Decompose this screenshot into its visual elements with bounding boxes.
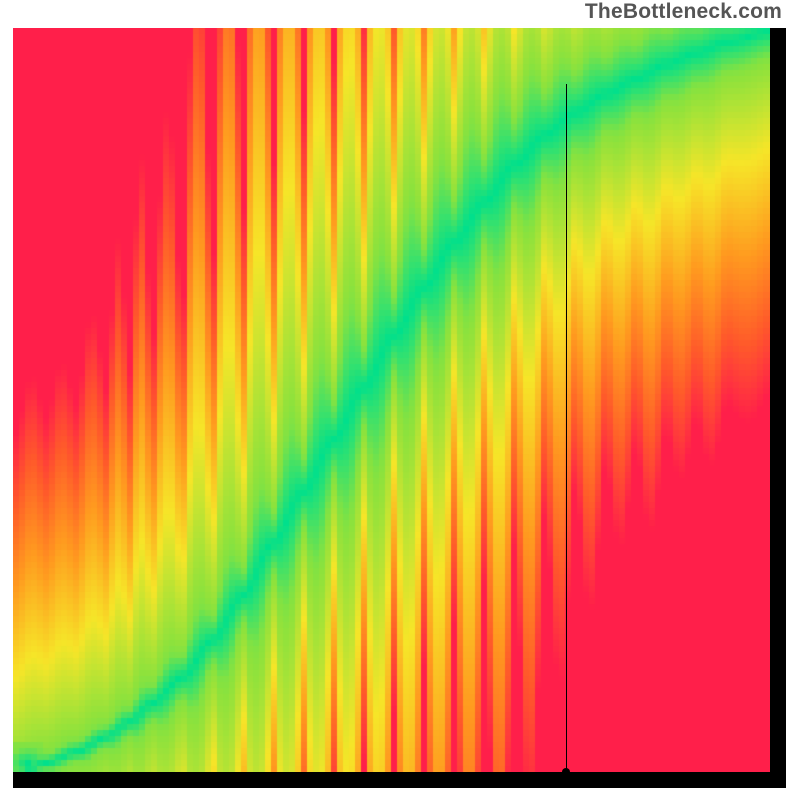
bottleneck-heatmap xyxy=(13,28,770,772)
selection-marker-dot xyxy=(562,768,570,776)
plot-frame xyxy=(13,28,786,788)
chart-container: TheBottleneck.com xyxy=(0,0,800,800)
watermark-text: TheBottleneck.com xyxy=(585,0,782,24)
selection-marker-line xyxy=(566,84,567,772)
